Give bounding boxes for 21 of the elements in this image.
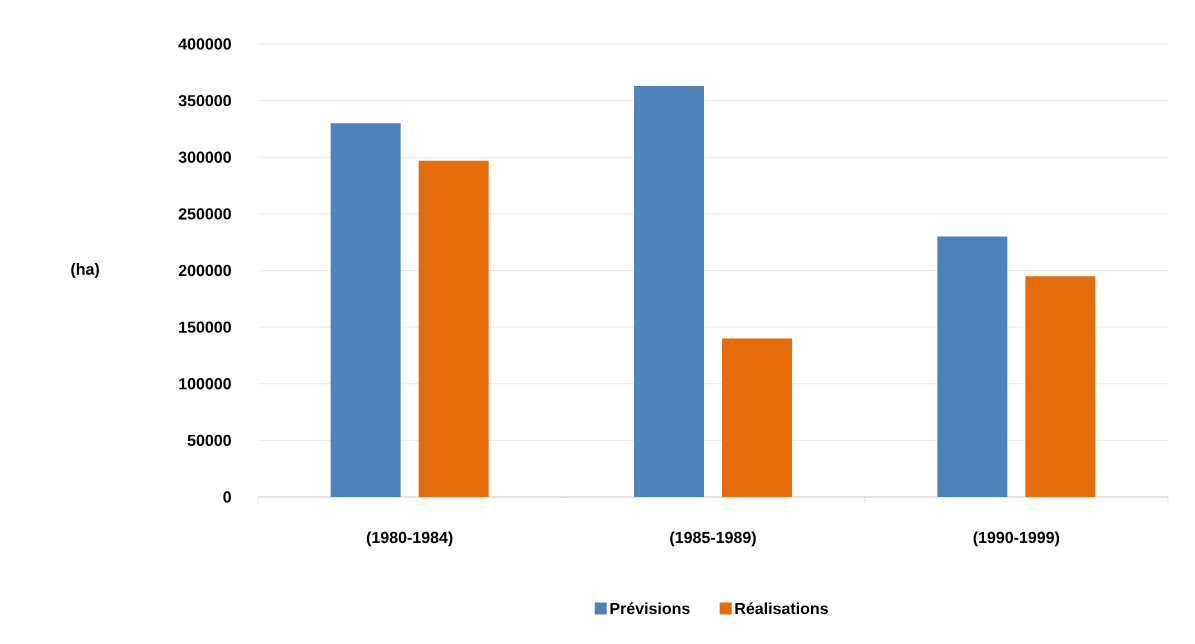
bar	[722, 338, 793, 497]
y-tick-label: 150000	[179, 321, 231, 333]
y-tick-label: 300000	[178, 151, 231, 163]
x-tick-label: (1985-1989)	[670, 531, 756, 547]
legend-label: Prévisions	[610, 602, 690, 615]
y-tick-label: 100000	[179, 378, 231, 390]
x-tick-label: (1980-1984)	[366, 531, 453, 547]
bar	[1025, 276, 1096, 497]
y-tick-label: 0	[223, 491, 231, 503]
bar	[937, 236, 1008, 497]
y-tick-label: 350000	[178, 94, 231, 107]
y-tick-label: 250000	[178, 208, 231, 220]
bar	[330, 123, 401, 497]
y-tick-label: 50000	[187, 434, 231, 447]
y-tick-label: 400000	[178, 38, 231, 50]
bar	[634, 85, 705, 497]
bar	[418, 160, 489, 497]
x-tick-label: (1990-1999)	[973, 531, 1060, 547]
y-axis-title: (ha)	[71, 263, 99, 278]
y-tick-label: 200000	[178, 264, 231, 277]
legend-label: Réalisations	[735, 602, 828, 615]
